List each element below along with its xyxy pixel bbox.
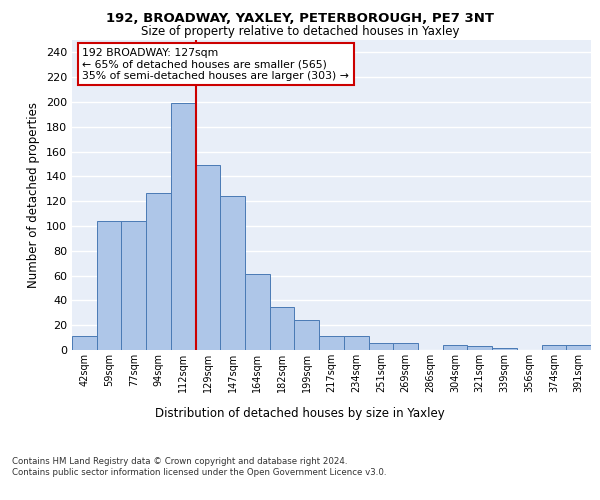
Bar	[121, 221, 146, 350]
Bar	[245, 274, 270, 350]
Bar	[467, 346, 492, 350]
Text: Distribution of detached houses by size in Yaxley: Distribution of detached houses by size …	[155, 408, 445, 420]
Text: Contains HM Land Registry data © Crown copyright and database right 2024.
Contai: Contains HM Land Registry data © Crown c…	[12, 458, 386, 477]
Text: 192, BROADWAY, YAXLEY, PETERBOROUGH, PE7 3NT: 192, BROADWAY, YAXLEY, PETERBOROUGH, PE7…	[106, 12, 494, 26]
Bar	[492, 348, 517, 350]
Y-axis label: Number of detached properties: Number of detached properties	[28, 102, 40, 288]
Bar	[393, 342, 418, 350]
Bar	[443, 345, 467, 350]
Bar	[72, 336, 97, 350]
Bar	[319, 336, 344, 350]
Bar	[270, 306, 295, 350]
Bar	[146, 192, 171, 350]
Bar	[344, 336, 368, 350]
Bar	[196, 165, 220, 350]
Text: 192 BROADWAY: 127sqm
← 65% of detached houses are smaller (565)
35% of semi-deta: 192 BROADWAY: 127sqm ← 65% of detached h…	[82, 48, 349, 81]
Bar	[97, 221, 121, 350]
Bar	[542, 345, 566, 350]
Bar	[171, 103, 196, 350]
Bar	[566, 345, 591, 350]
Bar	[220, 196, 245, 350]
Bar	[368, 342, 393, 350]
Text: Size of property relative to detached houses in Yaxley: Size of property relative to detached ho…	[141, 25, 459, 38]
Bar	[295, 320, 319, 350]
